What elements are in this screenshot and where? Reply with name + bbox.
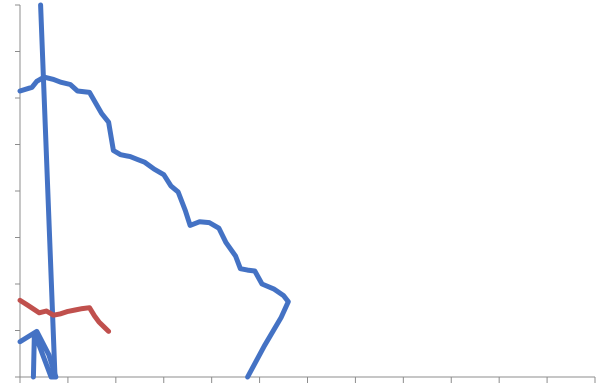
plot-area <box>17 2 291 380</box>
series-line-3 <box>17 328 59 380</box>
series-line-2 <box>17 74 291 380</box>
series-line-1 <box>38 2 58 380</box>
series-line-4 <box>17 297 112 334</box>
chart-axes <box>15 4 596 383</box>
